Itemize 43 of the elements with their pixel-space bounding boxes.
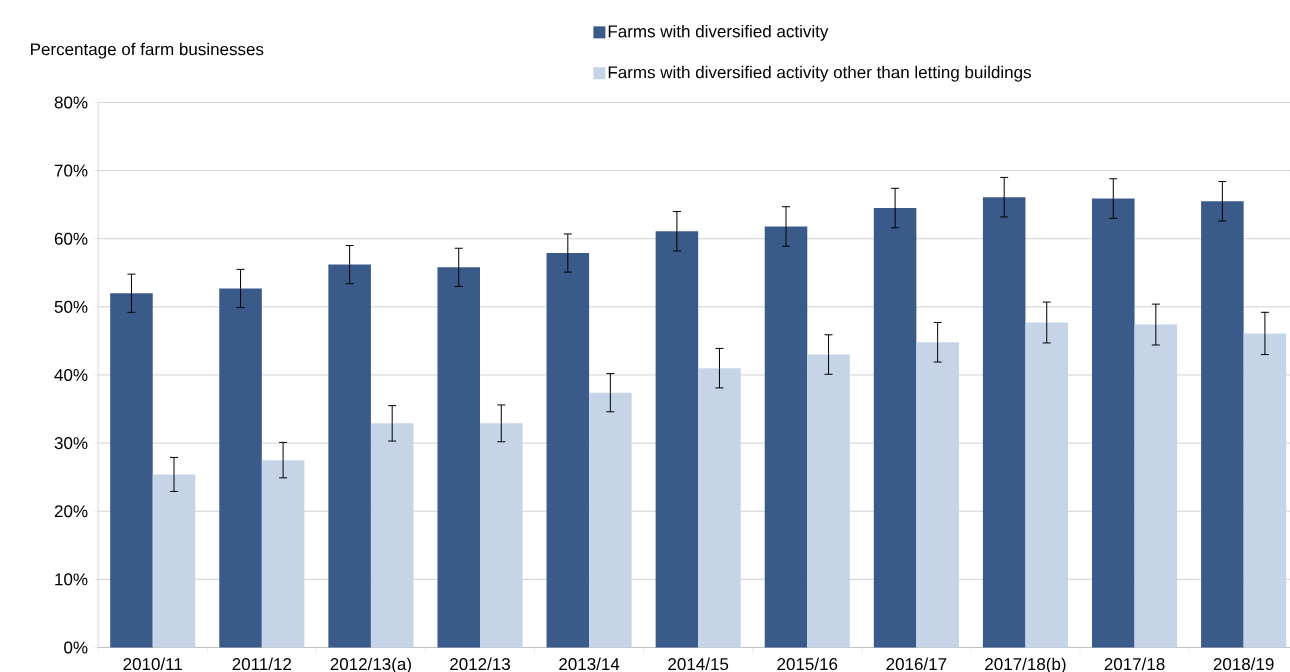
bar: [982, 197, 1026, 648]
x-tick-label: 2015/16: [777, 657, 838, 671]
y-tick-label: 0%: [64, 641, 88, 654]
bar: [110, 293, 153, 648]
x-tick-label: 2013/14: [559, 657, 620, 671]
legend-label: Farms with diversified activity other than letting buildings: [608, 65, 1031, 82]
y-tick-label: 50%: [54, 300, 88, 313]
bar: [437, 267, 480, 648]
bar: [546, 253, 590, 648]
bar: [1201, 201, 1244, 648]
bar: [480, 423, 523, 648]
bar: [370, 423, 414, 648]
bar: [698, 368, 741, 648]
y-tick-label: 30%: [54, 437, 88, 450]
bar: [1243, 333, 1287, 648]
y-tick-label: 80%: [54, 96, 88, 109]
x-tick-label: 2017/18: [1104, 657, 1165, 671]
bar: [807, 354, 850, 648]
x-tick-label: 2010/11: [123, 657, 182, 671]
x-tick-label: 2018/19: [1213, 657, 1274, 671]
x-tick-label: 2011/12: [232, 657, 292, 671]
y-tick-label: 10%: [55, 573, 88, 586]
y-tick-label: 70%: [54, 164, 88, 177]
bar: [873, 208, 917, 648]
bar: [328, 264, 371, 648]
y-tick-label: 60%: [54, 232, 88, 245]
bar: [764, 226, 808, 648]
bar: [152, 474, 196, 648]
x-tick-label: 2016/17: [886, 657, 947, 671]
x-tick-label: 2012/13: [450, 657, 510, 671]
bar: [655, 231, 699, 648]
y-tick-label: 20%: [54, 505, 88, 518]
y-axis-title: Percentage of farm businesses: [31, 42, 264, 59]
bar: [261, 460, 305, 648]
bar: [1025, 322, 1068, 648]
bar: [589, 392, 632, 648]
bar: [916, 342, 959, 648]
y-tick-label: 40%: [54, 368, 88, 381]
bar: [219, 288, 262, 648]
x-tick-label: 2014/15: [668, 657, 729, 671]
bar: [1092, 198, 1135, 648]
legend-label: Farms with diversified activity: [608, 24, 829, 41]
bar: [1134, 324, 1178, 648]
